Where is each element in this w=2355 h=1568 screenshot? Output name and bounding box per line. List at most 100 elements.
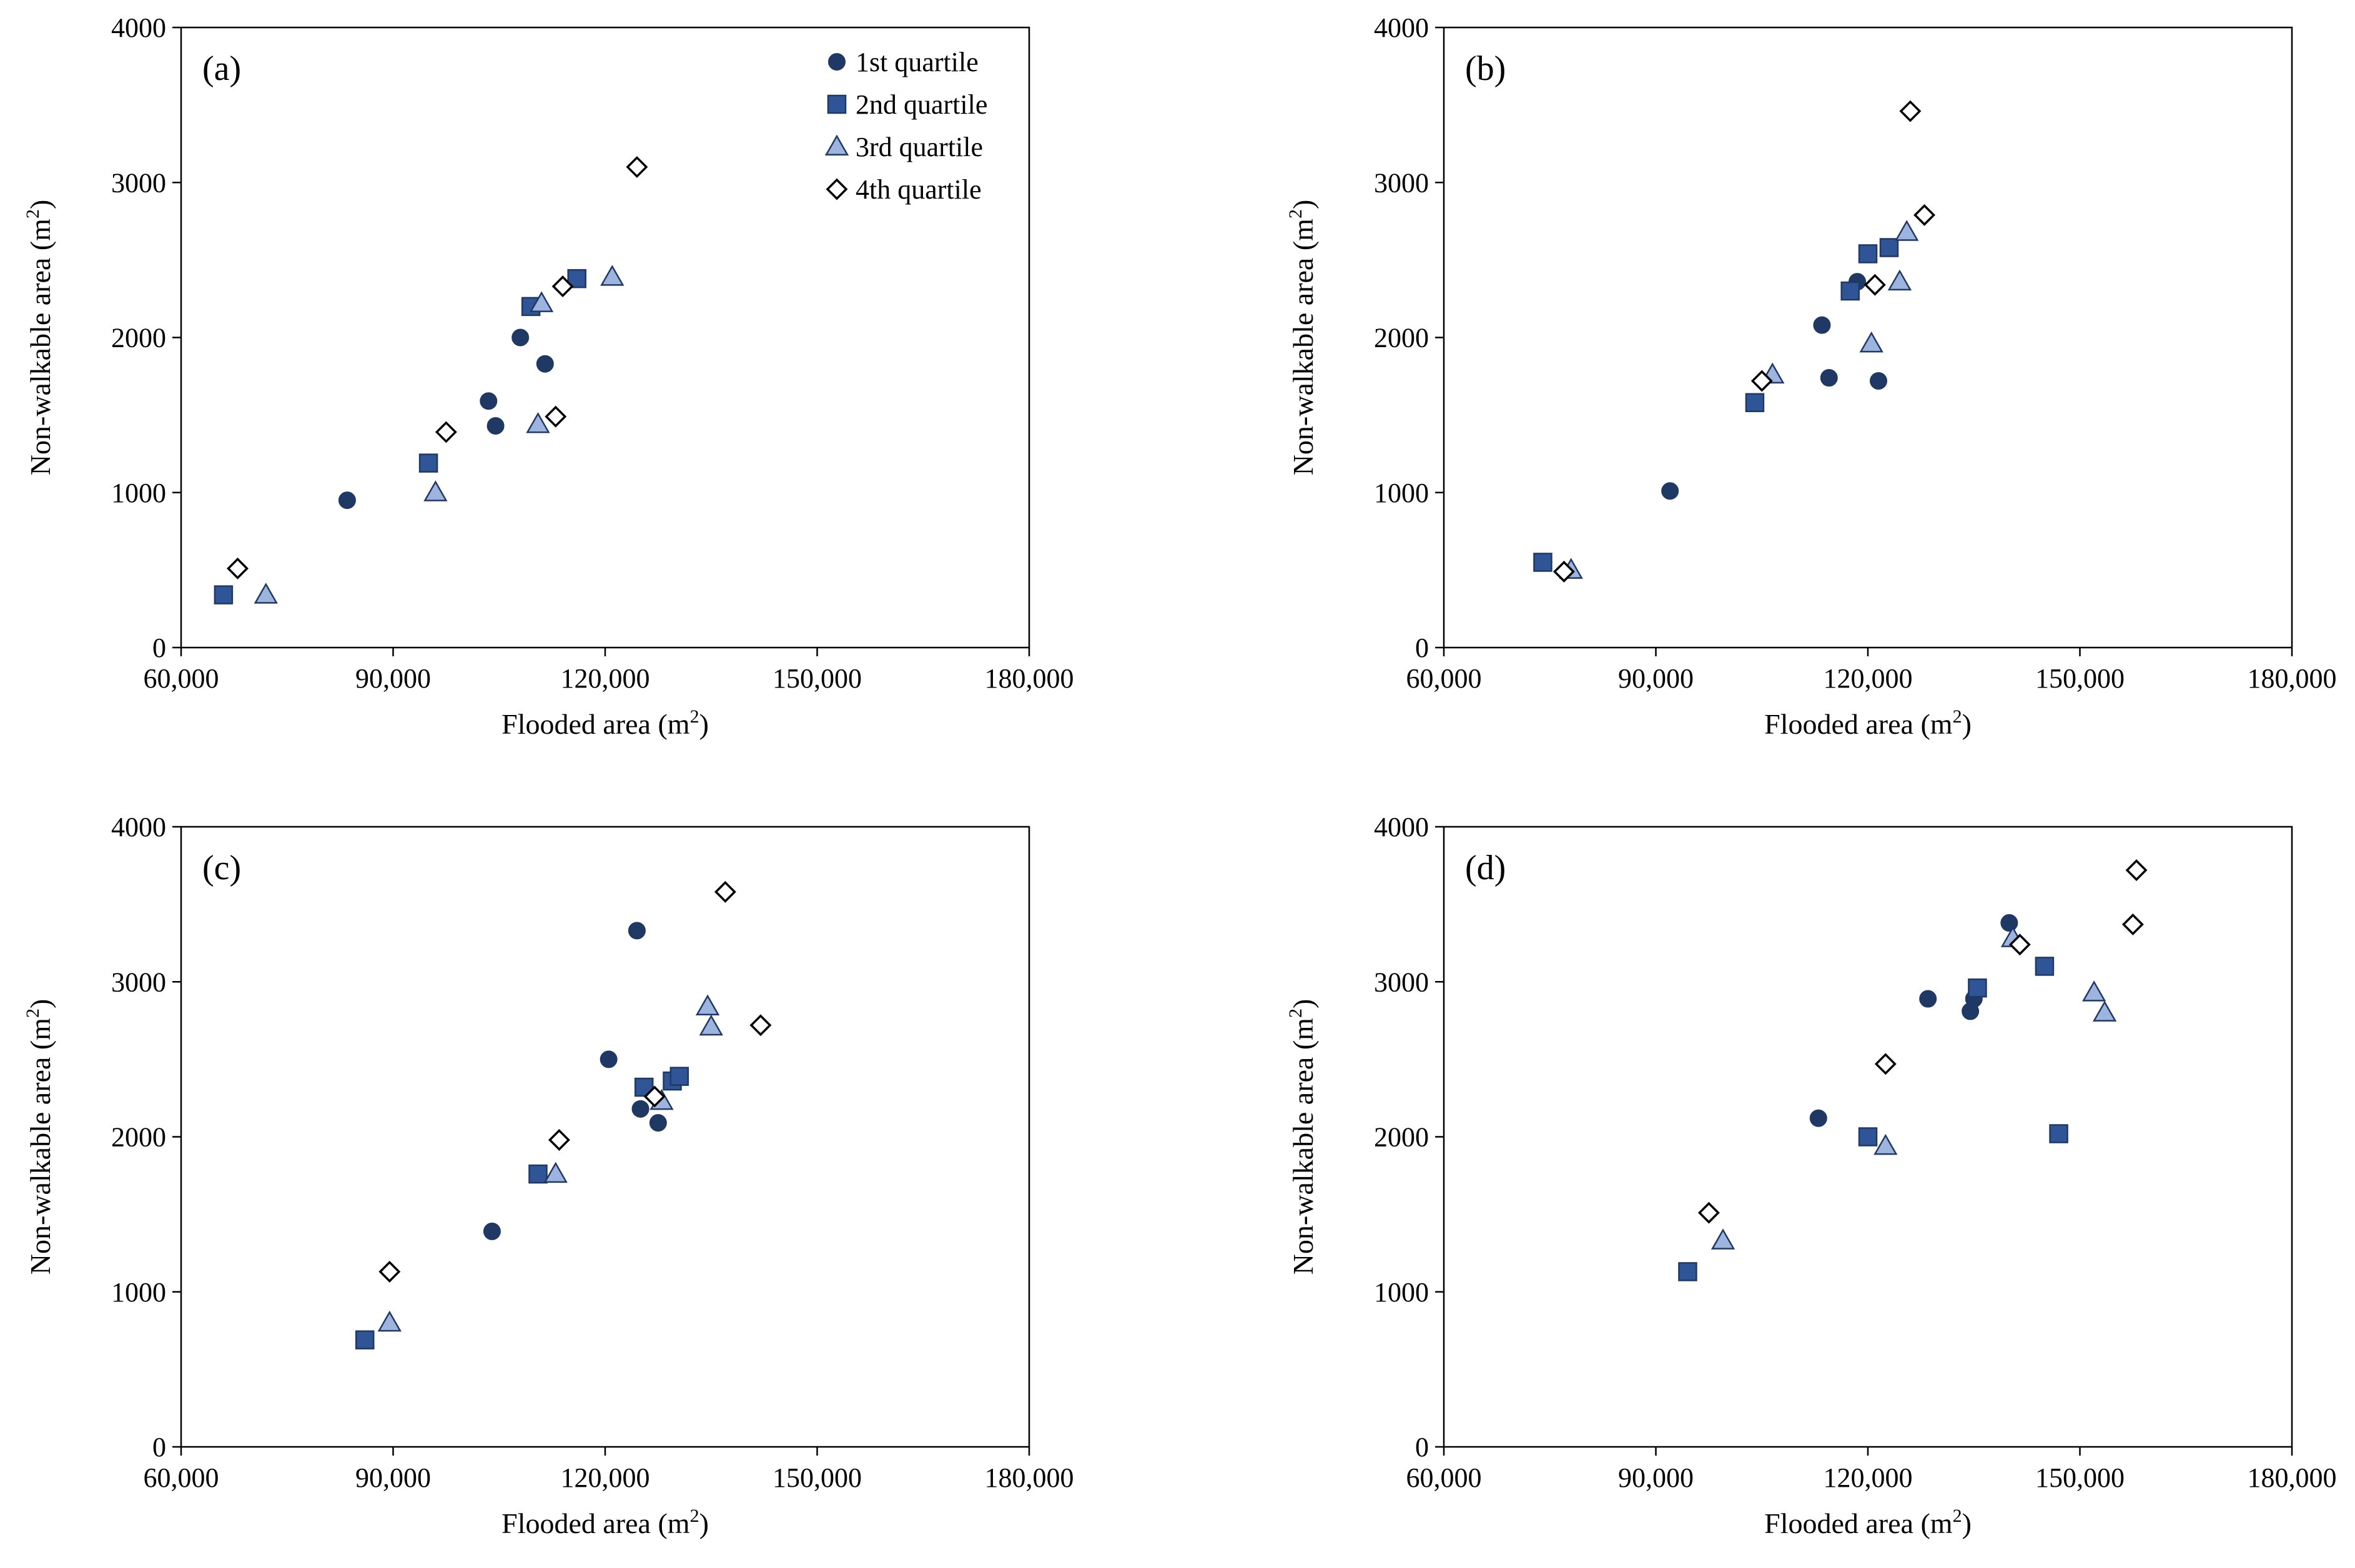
point-q4 xyxy=(1874,1053,1897,1075)
point-q1 xyxy=(1820,369,1838,387)
panel-label: (b) xyxy=(1465,49,1506,88)
point-q3 xyxy=(1711,1228,1735,1250)
y-axis-label-end: ) xyxy=(1287,200,1319,209)
y-tick-label: 4000 xyxy=(111,812,166,842)
point-q1 xyxy=(649,1114,667,1132)
x-tick-label: 120,000 xyxy=(561,1462,650,1493)
y-tick-label: 4000 xyxy=(1374,12,1429,43)
panel-label: (d) xyxy=(1465,849,1506,887)
x-axis-label-sup: 2 xyxy=(1953,1506,1962,1526)
y-tick-label: 3000 xyxy=(1374,167,1429,198)
x-axis-label: Flooded area (m2) xyxy=(1764,706,1972,740)
point-q3 xyxy=(543,1161,568,1183)
point-q1 xyxy=(631,1100,649,1118)
point-q3 xyxy=(423,480,448,501)
point-q1 xyxy=(511,328,530,347)
x-tick-label: 90,000 xyxy=(1618,663,1694,694)
series-q4 xyxy=(227,155,648,579)
x-tick-label: 90,000 xyxy=(1618,1462,1694,1493)
y-tick-label: 3000 xyxy=(111,167,166,198)
x-axis-label-text: Flooded area (m xyxy=(1764,1507,1953,1539)
legend-label: 1st quartile xyxy=(856,47,979,77)
y-tick-label: 0 xyxy=(152,1432,166,1462)
point-q1 xyxy=(1809,1109,1827,1127)
x-axis-label-text: Flooded area (m xyxy=(1764,708,1953,740)
y-axis-label-text: Non-walkable area (m xyxy=(24,219,56,475)
point-q2 xyxy=(1968,978,1987,998)
x-tick-label: 180,000 xyxy=(985,1462,1074,1493)
x-tick-label: 180,000 xyxy=(985,663,1074,694)
series-q1 xyxy=(483,922,667,1240)
x-tick-label: 60,000 xyxy=(144,1462,219,1493)
y-axis-label-text: Non-walkable area (m xyxy=(1287,219,1319,475)
y-tick-label: 2000 xyxy=(111,323,166,353)
point-q2 xyxy=(2049,1124,2068,1143)
point-q3 xyxy=(600,265,625,286)
point-q1 xyxy=(1813,316,1831,334)
x-tick-label: 150,000 xyxy=(2035,663,2125,694)
point-q2 xyxy=(1879,238,1899,257)
point-q4 xyxy=(626,155,648,178)
x-axis-label-end: ) xyxy=(1962,708,1972,740)
point-q4 xyxy=(1913,204,1936,226)
point-q3 xyxy=(526,412,550,433)
y-axis-label: Non-walkable area (m2) xyxy=(1285,200,1319,476)
point-q4 xyxy=(643,1085,666,1108)
point-q3 xyxy=(699,1014,723,1036)
point-q2 xyxy=(1678,1262,1697,1281)
y-tick-label: 1000 xyxy=(111,478,166,508)
y-tick-label: 3000 xyxy=(1374,967,1429,997)
x-axis-label: Flooded area (m2) xyxy=(1764,1506,1972,1539)
panel-a: 60,000 90,000 120,000 150,000 180,000 0 1000 20… xyxy=(22,12,1074,740)
series-q4 xyxy=(1553,100,1936,583)
y-axis-label-text: Non-walkable area (m xyxy=(1287,1018,1319,1275)
series-q2 xyxy=(1533,238,1899,572)
y-tick-label: 4000 xyxy=(111,12,166,43)
point-q2 xyxy=(1858,1127,1878,1146)
plot-frame xyxy=(180,826,1030,1448)
series-q1 xyxy=(1661,273,1887,500)
point-q4 xyxy=(1750,370,1773,392)
point-q3 xyxy=(254,583,278,604)
y-axis-label-sup: 2 xyxy=(1285,209,1306,219)
y-tick-label: 1000 xyxy=(111,1277,166,1308)
point-q2 xyxy=(1745,393,1765,413)
point-q2 xyxy=(669,1067,689,1086)
x-axis-label-sup: 2 xyxy=(690,706,699,727)
x-axis-label: Flooded area (m2) xyxy=(501,1506,709,1539)
point-q1 xyxy=(486,417,505,435)
point-q1 xyxy=(483,1222,501,1240)
point-q4 xyxy=(1864,274,1886,296)
x-tick-label: 60,000 xyxy=(1406,1462,1482,1493)
y-axis-label-end: ) xyxy=(24,200,56,209)
point-q4 xyxy=(1899,100,1922,122)
point-q2 xyxy=(1533,553,1553,572)
point-q4 xyxy=(545,405,567,428)
point-q4 xyxy=(749,1014,772,1037)
y-axis-label: Non-walkable area (m2) xyxy=(22,999,56,1275)
x-axis-label-sup: 2 xyxy=(690,1506,699,1526)
x-axis-label: Flooded area (m2) xyxy=(501,706,709,740)
x-axis-label-end: ) xyxy=(1962,1507,1972,1539)
y-tick-label: 2000 xyxy=(1374,1122,1429,1153)
point-q1 xyxy=(1919,990,1937,1008)
y-tick-label: 1000 xyxy=(1374,478,1429,508)
legend-label: 3rd quartile xyxy=(856,132,983,162)
y-tick-label: 4000 xyxy=(1374,812,1429,842)
panel-c: 60,000 90,000 120,000 150,000 180,000 0 1000 20… xyxy=(22,812,1074,1539)
point-q2 xyxy=(418,453,438,473)
point-q2 xyxy=(214,585,234,604)
point-q3 xyxy=(1895,220,1919,241)
point-q2 xyxy=(528,1164,548,1184)
x-tick-label: 60,000 xyxy=(1406,663,1482,694)
y-tick-label: 0 xyxy=(152,633,166,663)
point-q2 xyxy=(355,1330,375,1349)
legend-label: 2nd quartile xyxy=(856,89,987,120)
point-q3 xyxy=(529,291,554,312)
point-q4 xyxy=(1553,560,1575,583)
point-q4 xyxy=(2121,913,2144,935)
legend-marker-q2 xyxy=(827,94,847,114)
point-q4 xyxy=(548,1128,570,1151)
series-q3 xyxy=(377,994,723,1332)
y-tick-label: 2000 xyxy=(1374,323,1429,353)
